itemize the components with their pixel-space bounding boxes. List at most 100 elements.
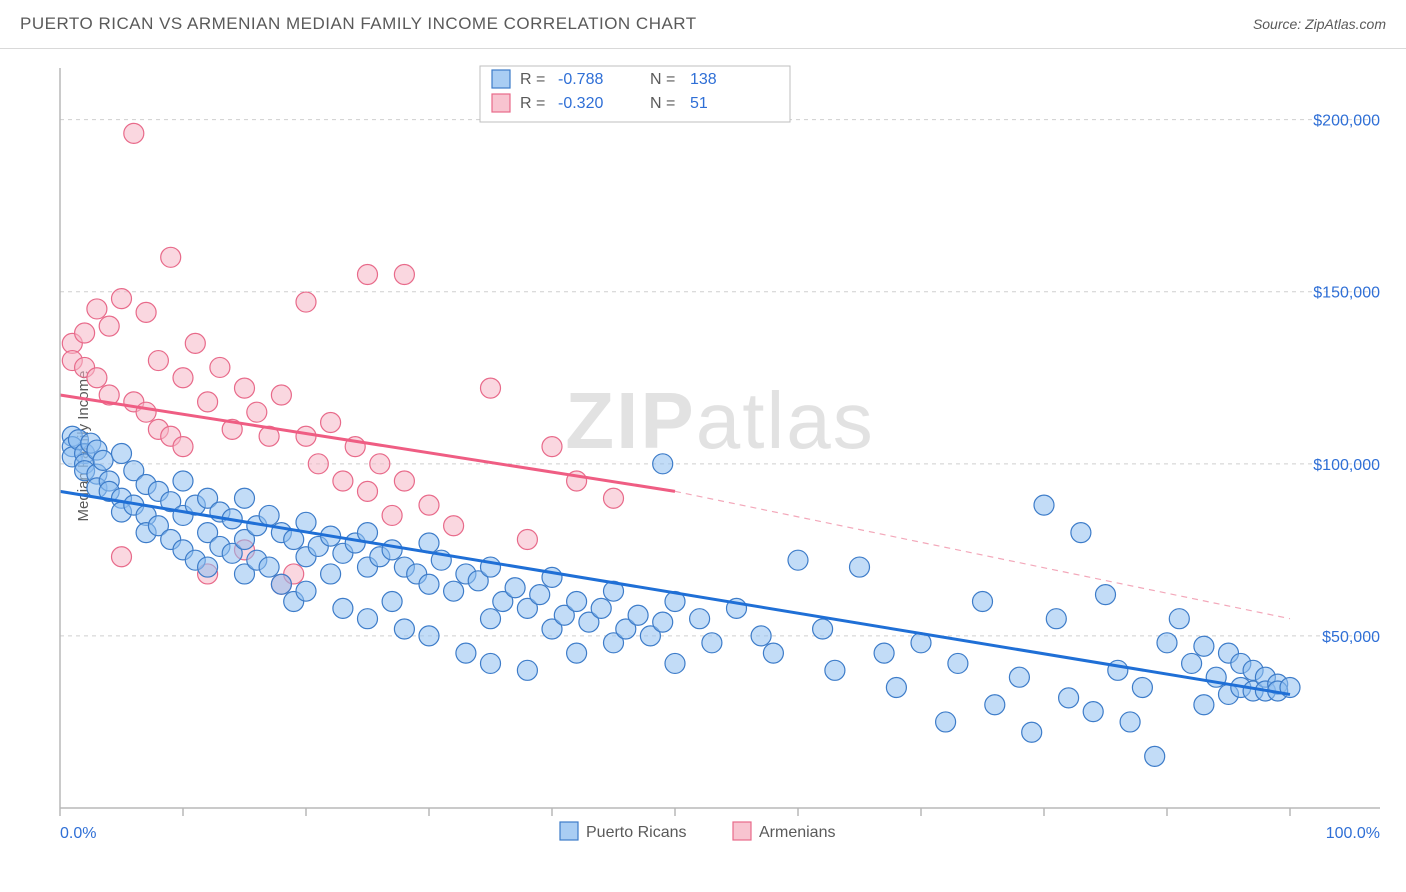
data-point (198, 392, 218, 412)
data-point (1022, 722, 1042, 742)
data-point (985, 695, 1005, 715)
data-point (1120, 712, 1140, 732)
data-point (751, 626, 771, 646)
data-point (75, 323, 95, 343)
data-point (444, 516, 464, 536)
data-point (271, 385, 291, 405)
legend-r-label: R = (520, 71, 545, 88)
data-point (1132, 678, 1152, 698)
data-point (136, 302, 156, 322)
legend-swatch (492, 94, 510, 112)
data-point (173, 471, 193, 491)
data-point (382, 540, 402, 560)
data-point (1157, 633, 1177, 653)
data-point (481, 609, 501, 629)
data-point (456, 643, 476, 663)
data-point (321, 413, 341, 433)
data-point (271, 574, 291, 594)
data-point (517, 660, 537, 680)
data-point (665, 653, 685, 673)
data-point (382, 591, 402, 611)
source-prefix: Source: (1253, 16, 1305, 32)
data-point (419, 626, 439, 646)
data-point (296, 426, 316, 446)
data-point (419, 495, 439, 515)
data-point (1169, 609, 1189, 629)
data-point (788, 550, 808, 570)
data-point (148, 351, 168, 371)
data-point (530, 585, 550, 605)
data-point (93, 450, 113, 470)
legend-r-value: -0.320 (558, 95, 603, 112)
legend-n-value: 51 (690, 95, 708, 112)
series-swatch (733, 822, 751, 840)
data-point (886, 678, 906, 698)
data-point (296, 581, 316, 601)
data-point (296, 292, 316, 312)
data-point (763, 643, 783, 663)
data-point (173, 368, 193, 388)
y-tick-label: $50,000 (1322, 629, 1380, 646)
data-point (382, 505, 402, 525)
legend-n-label: N = (650, 95, 675, 112)
data-point (394, 265, 414, 285)
source-name: ZipAtlas.com (1305, 16, 1386, 32)
data-point (358, 481, 378, 501)
data-point (259, 505, 279, 525)
data-point (653, 612, 673, 632)
data-point (161, 247, 181, 267)
legend-r-label: R = (520, 95, 545, 112)
data-point (1046, 609, 1066, 629)
data-point (702, 633, 722, 653)
data-point (604, 488, 624, 508)
data-point (358, 609, 378, 629)
legend-r-value: -0.788 (558, 71, 603, 88)
data-point (481, 378, 501, 398)
data-point (444, 581, 464, 601)
data-point (825, 660, 845, 680)
series-label: Puerto Ricans (586, 824, 687, 841)
data-point (1009, 667, 1029, 687)
data-point (333, 471, 353, 491)
data-point (1096, 585, 1116, 605)
data-point (247, 402, 267, 422)
data-point (1182, 653, 1202, 673)
data-point (1059, 688, 1079, 708)
series-label: Armenians (759, 824, 835, 841)
data-point (259, 557, 279, 577)
data-point (173, 437, 193, 457)
data-point (567, 591, 587, 611)
data-point (505, 578, 525, 598)
y-tick-label: $150,000 (1313, 285, 1380, 302)
data-point (542, 437, 562, 457)
data-point (136, 402, 156, 422)
x-label-right: 100.0% (1326, 825, 1380, 842)
source-credit: Source: ZipAtlas.com (1253, 16, 1386, 32)
correlation-scatter-chart: $50,000$100,000$150,000$200,000 ZIPatlas… (50, 48, 1390, 848)
data-point (973, 591, 993, 611)
data-point (874, 643, 894, 663)
data-point (235, 378, 255, 398)
data-point (517, 530, 537, 550)
data-point (653, 454, 673, 474)
data-point (1145, 746, 1165, 766)
data-point (87, 299, 107, 319)
data-point (210, 357, 230, 377)
data-point (628, 605, 648, 625)
data-point (198, 557, 218, 577)
data-point (112, 443, 132, 463)
data-point (1034, 495, 1054, 515)
data-point (1071, 523, 1091, 543)
data-point (419, 574, 439, 594)
data-point (948, 653, 968, 673)
data-point (1194, 636, 1214, 656)
y-tick-label: $100,000 (1313, 457, 1380, 474)
data-point (112, 289, 132, 309)
data-point (1083, 702, 1103, 722)
data-point (124, 123, 144, 143)
data-point (567, 643, 587, 663)
chart-header: PUERTO RICAN VS ARMENIAN MEDIAN FAMILY I… (0, 0, 1406, 49)
series-swatch (560, 822, 578, 840)
data-point (850, 557, 870, 577)
x-label-left: 0.0% (60, 825, 96, 842)
